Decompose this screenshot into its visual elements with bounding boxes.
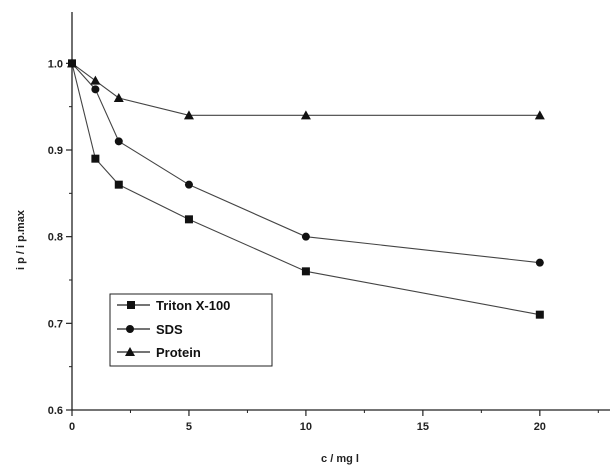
y-tick-label: 1.0 [48,58,63,70]
data-point-circle [301,232,310,241]
y-tick-label: 0.7 [48,318,63,330]
series-markers [67,58,545,319]
data-point-circle [535,258,544,267]
legend-label-triton: Triton X-100 [156,298,230,313]
legend-item-sds: SDS [117,322,183,337]
legend-label-sds: SDS [156,322,183,337]
data-point-square [301,267,310,276]
legend-triangle-marker [125,347,135,356]
data-point-triangle [90,75,101,85]
series-line-square [71,63,540,316]
y-axis-label: i p / i p.max [15,209,27,270]
data-point-circle [91,85,100,94]
y-tick-label: 0.9 [48,145,63,157]
series-line-circle [71,62,540,264]
legend-label-protein: Protein [156,345,201,360]
x-tick-label: 20 [534,421,546,433]
data-point-square [535,310,544,319]
series-line-triangle [71,62,540,116]
legend-box [109,293,273,367]
x-tick-label: 15 [417,421,429,433]
axes: 0 5 10 15 20 0.6 0.7 0.8 0.9 1.0 [48,12,610,433]
data-point-triangle [113,93,124,102]
data-point-triangle [67,58,77,68]
x-tick-label: 5 [186,421,192,433]
x-axis-label: c / mg l [321,453,359,465]
data-point-square [184,215,193,224]
x-tick-label: 0 [69,421,75,433]
y-tick-label: 0.6 [48,405,63,417]
y-tick-label: 0.8 [48,232,63,244]
data-point-triangle [183,110,194,120]
data-point-circle [114,137,123,146]
legend: Triton X-100 SDS Protein [109,293,273,367]
data-point-triangle [300,110,311,120]
data-point-circle [184,180,193,189]
data-point-square [114,180,123,189]
legend-item-protein: Protein [117,345,201,360]
data-point-triangle [534,110,545,120]
series-lines [71,62,540,316]
data-point-square [91,154,100,163]
x-tick-label: 10 [300,421,312,433]
legend-circle-marker [126,325,134,333]
legend-square-marker [127,301,135,309]
legend-item-triton: Triton X-100 [117,298,230,313]
